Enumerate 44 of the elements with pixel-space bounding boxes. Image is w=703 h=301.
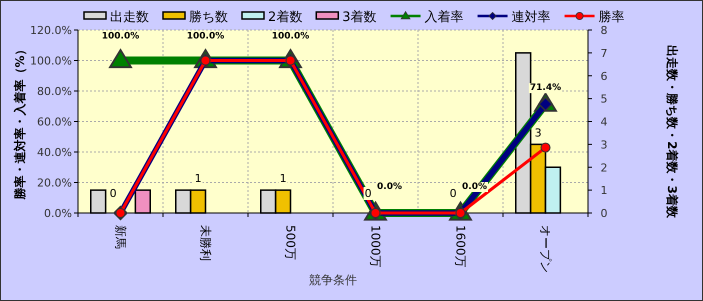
legend-label: 勝ち数 <box>189 10 228 25</box>
data-label: 1 <box>280 172 287 186</box>
y2-tick-label: 3 <box>600 138 608 152</box>
y-tick-label: 40.0% <box>37 146 72 159</box>
data-label: 100.0% <box>272 32 310 42</box>
y2-tick-label: 7 <box>600 46 608 60</box>
y2-tick-label: 5 <box>600 92 608 106</box>
y-tick-label: 120.0% <box>30 24 72 37</box>
x-tick-label: 1000万 <box>368 225 382 268</box>
data-label: 3 <box>534 126 542 140</box>
legend-label: 連対率 <box>512 9 551 25</box>
y-tick-label: 80.0% <box>37 85 72 98</box>
x-tick-label: 1600万 <box>454 225 468 268</box>
data-label: 100.0% <box>186 32 224 42</box>
data-label: 100.0% <box>102 32 140 42</box>
legend-label: 出走数 <box>110 10 149 25</box>
y2-axis-title: 出走数・勝ち数・2着数・3着数 <box>665 45 679 219</box>
y-axis-title: 勝率・連対率・入着率（%） <box>13 43 27 201</box>
y2-tick-label: 2 <box>600 161 608 174</box>
legend-label: 入着率 <box>424 9 464 25</box>
y2-tick-label: 8 <box>600 24 608 37</box>
legend-label: 2着数 <box>268 9 302 25</box>
y2-tick-label: 0 <box>600 207 608 220</box>
x-tick-label: 未勝利 <box>198 225 212 261</box>
y2-tick-label: 1 <box>600 184 608 198</box>
y-tick-label: 100.0% <box>30 54 72 68</box>
data-label: 0 <box>450 187 457 200</box>
y-tick-label: 0.0% <box>44 207 72 220</box>
y2-tick-label: 6 <box>600 70 608 83</box>
y2-tick-label: 4 <box>600 116 608 128</box>
x-tick-label: 新馬 <box>114 225 128 249</box>
legend-label: 勝率 <box>598 9 625 25</box>
data-label: 1 <box>194 172 202 186</box>
x-tick-label: 500万 <box>284 225 298 260</box>
y-tick-label: 20.0% <box>37 176 72 190</box>
legend-label: 3着数 <box>342 9 377 25</box>
x-axis-title: 競争条件 <box>309 273 357 287</box>
y-tick-label: 60.0% <box>37 116 72 128</box>
x-tick-label: オープン <box>538 225 552 273</box>
data-label: 0.0% <box>377 182 402 192</box>
data-label: 0 <box>364 187 372 200</box>
data-label: 71.4% <box>530 83 562 94</box>
data-label: 0.0% <box>462 182 487 192</box>
data-label: 0 <box>110 187 117 200</box>
